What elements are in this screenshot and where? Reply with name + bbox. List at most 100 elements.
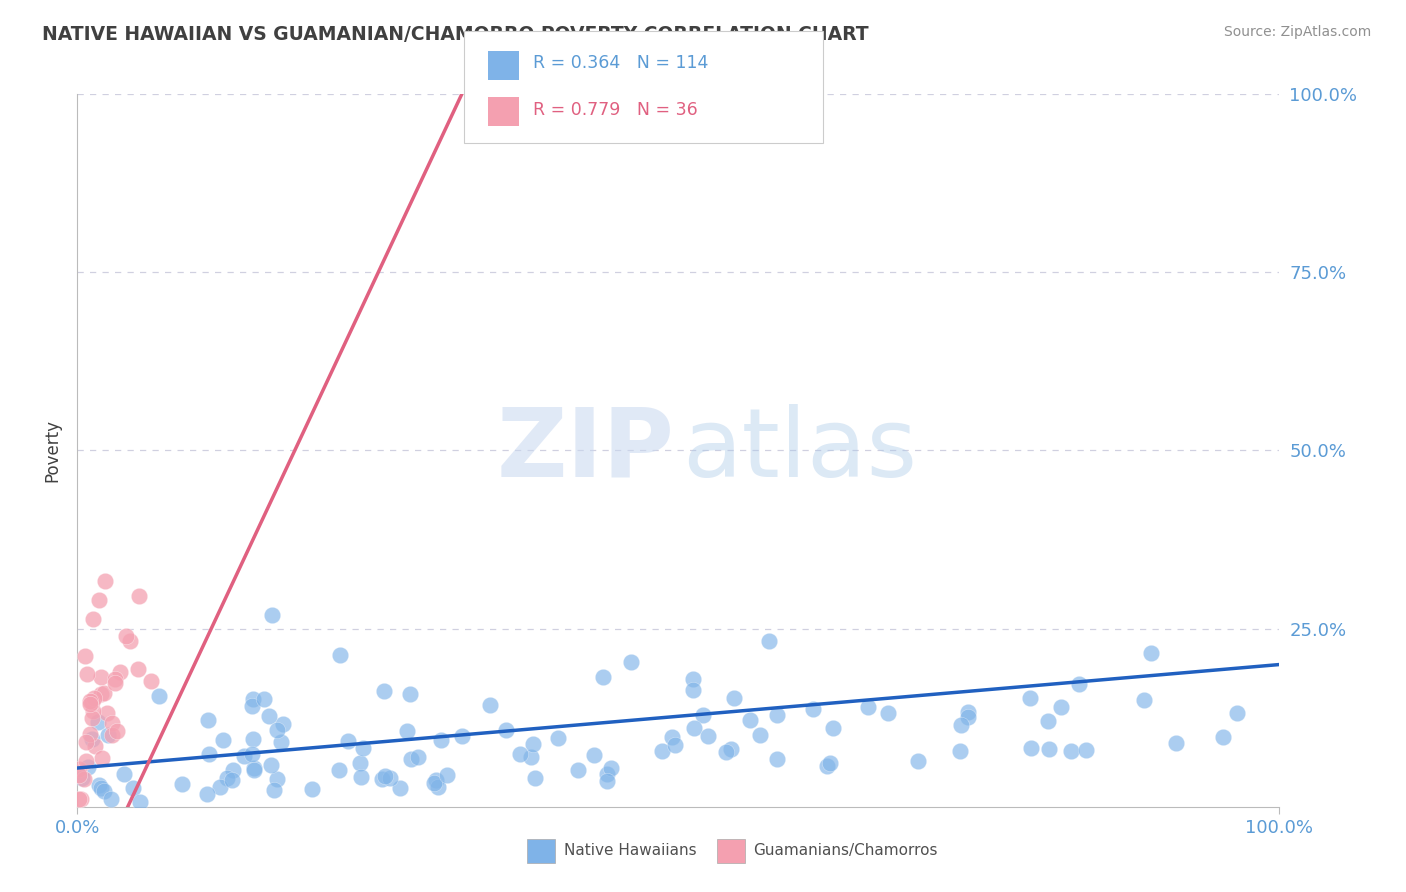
Point <box>350 770 373 784</box>
Point <box>352 740 374 755</box>
Point <box>329 648 352 662</box>
Point <box>1212 730 1234 744</box>
Point <box>87 778 110 792</box>
Point <box>242 691 264 706</box>
Point <box>253 692 276 706</box>
Point <box>148 689 170 703</box>
Point <box>1067 677 1090 691</box>
Point <box>79 698 101 712</box>
Point <box>260 758 283 772</box>
Text: Guamanians/Chamorros: Guamanians/Chamorros <box>754 844 938 858</box>
Text: R = 0.779   N = 36: R = 0.779 N = 36 <box>533 101 697 119</box>
Point <box>801 702 824 716</box>
Point <box>233 748 256 763</box>
Point <box>1164 736 1187 750</box>
Point <box>651 744 673 758</box>
Point <box>547 731 569 745</box>
Point <box>426 780 449 794</box>
Point <box>73 772 96 787</box>
Point <box>262 608 284 623</box>
Point <box>1038 742 1060 756</box>
Point <box>495 723 517 737</box>
Point <box>104 672 127 686</box>
Point <box>522 737 544 751</box>
Point <box>949 744 972 758</box>
Point <box>83 691 105 706</box>
Point <box>208 780 231 794</box>
Point <box>661 730 683 744</box>
Point <box>1038 714 1060 728</box>
Point <box>423 776 446 790</box>
Text: NATIVE HAWAIIAN VS GUAMANIAN/CHAMORRO POVERTY CORRELATION CHART: NATIVE HAWAIIAN VS GUAMANIAN/CHAMORRO PO… <box>42 25 869 44</box>
Point <box>76 667 98 681</box>
Point <box>195 787 218 801</box>
Point <box>128 796 150 810</box>
Point <box>240 698 263 713</box>
Point <box>240 747 263 762</box>
Point <box>82 711 104 725</box>
Point <box>682 721 704 735</box>
Point <box>956 706 979 720</box>
Point <box>620 655 643 669</box>
Point <box>682 683 704 698</box>
Point <box>114 629 136 643</box>
Point <box>1060 744 1083 758</box>
Point <box>101 716 124 731</box>
Point <box>1139 646 1161 660</box>
Point <box>128 589 150 603</box>
Point <box>592 670 614 684</box>
Point <box>69 792 91 806</box>
Point <box>243 763 266 777</box>
Point <box>1019 741 1042 756</box>
Point <box>328 763 350 777</box>
Point <box>198 747 221 761</box>
Point <box>524 771 547 785</box>
Point <box>84 739 107 753</box>
Point <box>82 704 104 718</box>
Point <box>949 718 972 732</box>
Point <box>110 665 132 680</box>
Point <box>263 782 285 797</box>
Point <box>215 772 238 786</box>
Point <box>720 742 742 756</box>
Point <box>876 706 898 721</box>
Point <box>595 773 617 788</box>
Point <box>1226 706 1249 721</box>
Point <box>436 768 458 782</box>
Point <box>266 723 288 737</box>
Point <box>583 747 606 762</box>
Point <box>270 735 292 749</box>
Point <box>212 733 235 747</box>
Point <box>723 690 745 705</box>
Text: R = 0.364   N = 114: R = 0.364 N = 114 <box>533 54 709 72</box>
Point <box>90 781 112 796</box>
Point <box>1074 743 1097 757</box>
Point <box>242 732 264 747</box>
Point <box>370 772 392 786</box>
Point <box>87 714 110 729</box>
Point <box>856 700 879 714</box>
Point <box>222 763 245 777</box>
Point <box>336 734 359 748</box>
Point <box>242 761 264 775</box>
Point <box>104 676 127 690</box>
Point <box>118 634 141 648</box>
Point <box>430 733 453 747</box>
Point <box>714 745 737 759</box>
Point <box>1019 691 1042 706</box>
Point <box>748 728 770 742</box>
Point <box>373 684 395 698</box>
Point <box>100 792 122 806</box>
Point <box>907 755 929 769</box>
Point <box>79 694 101 708</box>
Point <box>396 724 419 739</box>
Point <box>266 772 288 787</box>
Point <box>818 756 841 771</box>
Point <box>349 756 371 770</box>
Point <box>97 728 120 742</box>
Point <box>401 752 423 766</box>
Point <box>112 766 135 780</box>
Text: Native Hawaiians: Native Hawaiians <box>564 844 696 858</box>
Point <box>696 729 718 743</box>
Point <box>664 738 686 752</box>
